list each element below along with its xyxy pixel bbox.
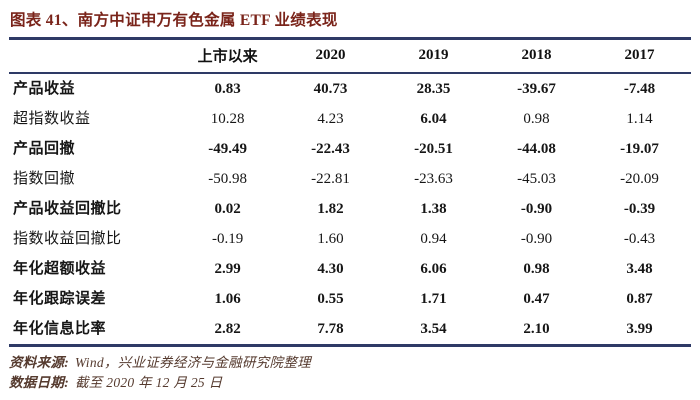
table-cell: 1.38 [420,201,447,217]
source-label: 资料来源: [9,355,69,370]
table-cell: -19.07 [620,141,659,157]
table-cell: -20.09 [620,171,659,187]
table-row: 产品回撤 -49.49 -22.43 -20.51 -44.08 -19.07 [9,134,691,164]
figure-footer: 资料来源: Wind，兴业证券经济与金融研究院整理 数据日期: 截至 2020 年 … [9,353,691,393]
table-cell: 0.87 [626,291,653,307]
date-line: 数据日期: 截至 2020 年 12 月 25 日 [9,373,691,393]
date-label: 数据日期: [9,375,69,390]
table-cell: -0.90 [520,231,553,247]
table-row: 超指数收益 10.28 4.23 6.04 0.98 1.14 [9,104,691,134]
performance-table: 上市以来 2020 2019 2018 2017 产品收益 0.83 40.73… [9,37,691,347]
table-cell: 2.10 [523,321,550,337]
table-cell: 0.47 [523,291,550,307]
row-label: 年化信息比率 [13,321,107,337]
table-cell: 4.30 [317,261,344,277]
table-row: 年化跟踪误差 1.06 0.55 1.71 0.47 0.87 [9,284,691,314]
table-cell: 10.28 [210,111,245,127]
header-row: 上市以来 2020 2019 2018 2017 [9,38,691,74]
table-cell: -50.98 [208,171,247,187]
row-label: 年化跟踪误差 [13,291,107,307]
row-label: 产品收益 [13,81,76,97]
table-cell: 0.98 [523,111,550,127]
table-cell: 1.06 [214,291,241,307]
figure-title: 图表 41、南方中证申万有色金属 ETF 业绩表现 [10,12,338,29]
table-cell: 2.99 [214,261,241,277]
table-cell: -22.43 [311,141,350,157]
row-label: 指数收益回撤比 [13,231,122,247]
table-cell: 0.98 [523,261,550,277]
table-cell: 1.82 [317,201,344,217]
table-cell: 0.83 [214,81,241,97]
table-cell: -0.90 [520,201,553,217]
table-cell: -23.63 [414,171,453,187]
table-row: 年化信息比率 2.82 7.78 3.54 2.10 3.99 [9,314,691,346]
column-header-since-listing: 上市以来 [176,38,280,74]
table-cell: 1.60 [317,231,344,247]
table-cell: -45.03 [517,171,556,187]
table-cell: -20.51 [414,141,453,157]
table-cell: 28.35 [416,81,451,97]
table-cell: 3.48 [626,261,653,277]
table-cell: -0.39 [623,201,656,217]
table-cell: 0.94 [420,231,447,247]
date-text: 截至 2020 年 12 月 25 日 [75,375,223,390]
column-header-2018: 2018 [485,38,588,74]
row-label: 超指数收益 [13,111,91,127]
table-cell: 2.82 [214,321,241,337]
column-header-2020: 2020 [279,38,383,74]
table-row: 产品收益 0.83 40.73 28.35 -39.67 -7.48 [9,73,691,104]
table-cell: 1.71 [420,291,447,307]
table-cell: -22.81 [311,171,350,187]
table-cell: 7.78 [317,321,344,337]
table-row: 指数收益回撤比 -0.19 1.60 0.94 -0.90 -0.43 [9,224,691,254]
table-cell: 0.55 [317,291,344,307]
row-label: 年化超额收益 [13,261,107,277]
table-cell: 4.23 [317,111,344,127]
table-cell: -7.48 [623,81,656,97]
row-label: 产品收益回撤比 [13,201,122,217]
table-cell: 40.73 [313,81,348,97]
table-cell: -49.49 [208,141,247,157]
table-cell: 6.04 [420,111,447,127]
table-cell: 6.06 [420,261,447,277]
table-cell: -0.43 [623,231,656,247]
table-cell: 0.02 [214,201,241,217]
row-label: 产品回撤 [13,141,76,157]
corner-cell [9,38,177,74]
source-text: Wind，兴业证券经济与金融研究院整理 [75,355,311,370]
table-row: 产品收益回撤比 0.02 1.82 1.38 -0.90 -0.39 [9,194,691,224]
table-cell: 3.99 [626,321,653,337]
table-cell: -0.19 [211,231,244,247]
table-row: 年化超额收益 2.99 4.30 6.06 0.98 3.48 [9,254,691,284]
row-label: 指数回撤 [13,171,76,187]
source-line: 资料来源: Wind，兴业证券经济与金融研究院整理 [9,353,691,373]
table-row: 指数回撤 -50.98 -22.81 -23.63 -45.03 -20.09 [9,164,691,194]
table-cell: -44.08 [517,141,556,157]
column-header-2017: 2017 [587,38,691,74]
table-cell: 3.54 [420,321,447,337]
table-cell: 1.14 [626,111,653,127]
column-header-2019: 2019 [382,38,485,74]
table-cell: -39.67 [517,81,556,97]
